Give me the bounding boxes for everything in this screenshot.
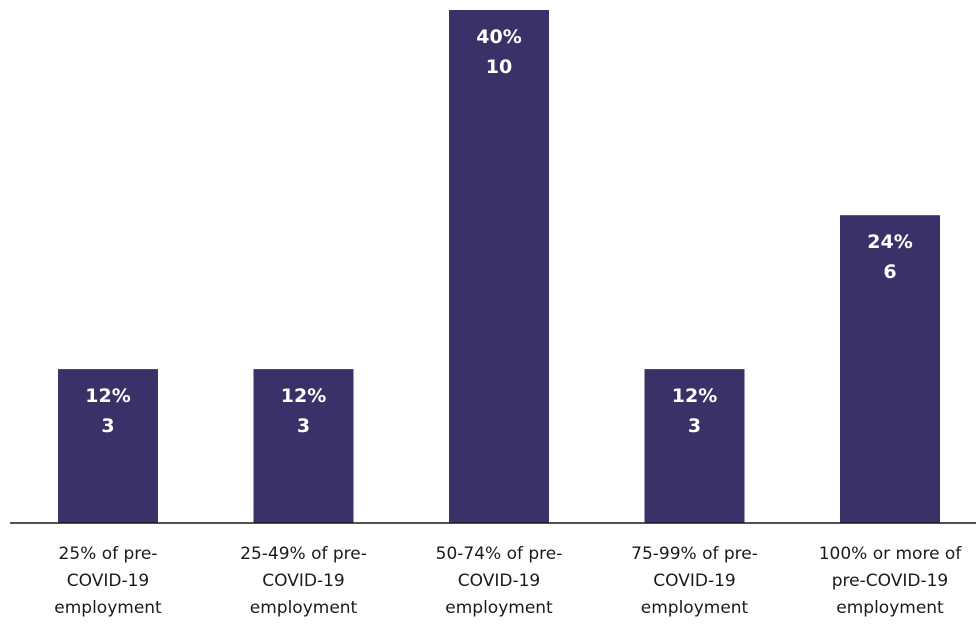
category-label-line: employment: [250, 598, 358, 618]
category-label-line: 100% or more of: [819, 544, 963, 564]
bar-count-label: 10: [486, 56, 512, 78]
category-label-line: employment: [54, 598, 162, 618]
category-label-line: COVID-19: [67, 571, 149, 591]
bar-4: [644, 369, 745, 523]
bar-percent-label: 12%: [672, 385, 717, 407]
bar-percent-label: 12%: [85, 385, 130, 407]
category-label-line: COVID-19: [262, 571, 344, 591]
category-label-line: employment: [641, 598, 749, 618]
bar-count-label: 3: [101, 415, 114, 437]
category-label-line: pre-COVID-19: [832, 571, 948, 591]
category-label-line: 50-74% of pre-: [436, 544, 563, 564]
bar-2: [253, 369, 354, 523]
bar-percent-label: 40%: [476, 26, 521, 48]
category-label: 25-49% of pre- COVID-19 employment: [240, 544, 367, 618]
bar-3: [449, 10, 549, 523]
bar-5: [840, 215, 940, 523]
bar-1: [58, 369, 158, 523]
category-label-line: COVID-19: [653, 571, 735, 591]
category-label-line: COVID-19: [458, 571, 540, 591]
category-label-line: 75-99% of pre-: [631, 544, 758, 564]
category-label: 75-99% of pre- COVID-19 employment: [631, 544, 758, 618]
category-label-line: employment: [836, 598, 944, 618]
category-label-line: 25% of pre-: [59, 544, 158, 564]
category-label: 50-74% of pre- COVID-19 employment: [436, 544, 563, 618]
bar-count-label: 6: [883, 261, 896, 283]
bar-percent-label: 24%: [867, 231, 912, 253]
bars-group: [58, 10, 940, 523]
bar-percent-label: 12%: [281, 385, 326, 407]
bar-count-label: 3: [688, 415, 701, 437]
category-label: 100% or more of pre-COVID-19 employment: [819, 544, 963, 618]
category-label-line: 25-49% of pre-: [240, 544, 367, 564]
category-label-line: employment: [445, 598, 553, 618]
category-label: 25% of pre- COVID-19 employment: [54, 544, 162, 618]
bar-labels-group: 12% 3 12% 3 40% 10 12% 3 24% 6: [85, 26, 912, 437]
bar-count-label: 3: [297, 415, 310, 437]
